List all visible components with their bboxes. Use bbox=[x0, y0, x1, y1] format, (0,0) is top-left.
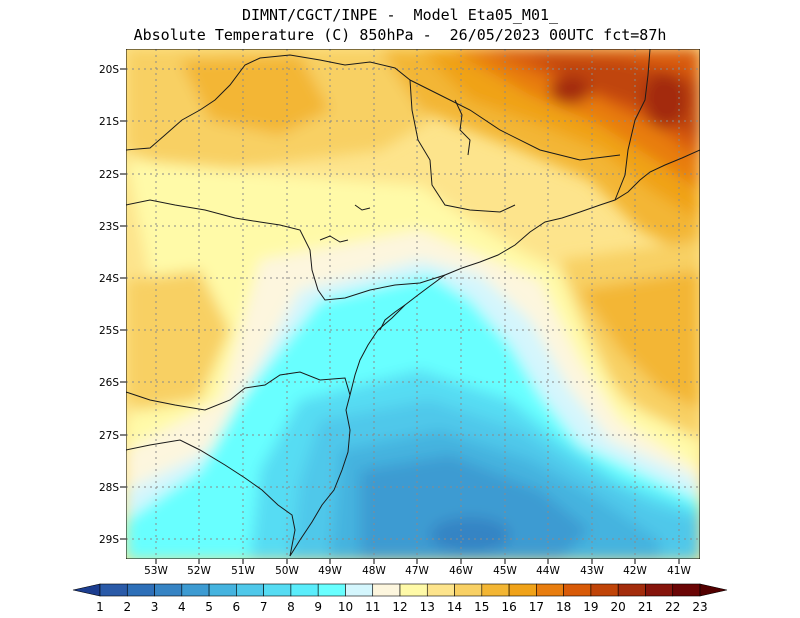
colorbar-label: 16 bbox=[501, 600, 516, 614]
colorbar-box bbox=[263, 583, 292, 597]
colorbar-box bbox=[208, 583, 237, 597]
colorbar-label: 14 bbox=[447, 600, 462, 614]
colorbar-boxes bbox=[72, 583, 728, 597]
colorbar-label: 11 bbox=[365, 600, 380, 614]
lon-label: 42W bbox=[623, 565, 647, 577]
lon-label: 43W bbox=[580, 565, 604, 577]
colorbar-box bbox=[481, 583, 510, 597]
colorbar-box bbox=[536, 583, 564, 597]
coastline-and-borders bbox=[126, 49, 700, 557]
colorbar-label: 9 bbox=[314, 600, 322, 614]
colorbar-label: 7 bbox=[260, 600, 268, 614]
colorbar-label: 23 bbox=[692, 600, 707, 614]
lat-label: 23S bbox=[99, 221, 119, 233]
colorbar-box bbox=[345, 583, 374, 597]
colorbar-arrow-low bbox=[72, 583, 101, 597]
colorbar-label: 5 bbox=[205, 600, 213, 614]
lon-label: 51W bbox=[231, 565, 255, 577]
colorbar-box bbox=[508, 583, 537, 597]
colorbar-box bbox=[99, 583, 128, 597]
title-line-2: Absolute Temperature (C) 850hPa - 26/05/… bbox=[133, 26, 667, 44]
colorbar-arrow-high bbox=[699, 583, 728, 597]
lon-label: 46W bbox=[449, 565, 473, 577]
colorbar-label: 3 bbox=[151, 600, 159, 614]
colorbar-box bbox=[399, 583, 428, 597]
lat-label: 25S bbox=[99, 325, 119, 337]
colorbar-label: 22 bbox=[665, 600, 680, 614]
lon-label: 41W bbox=[667, 565, 691, 577]
colorbar-label: 19 bbox=[583, 600, 598, 614]
colorbar-label: 12 bbox=[392, 600, 407, 614]
colorbar-label: 18 bbox=[556, 600, 571, 614]
colorbar-box bbox=[672, 583, 701, 597]
colorbar-label: 21 bbox=[638, 600, 653, 614]
colorbar-label: 6 bbox=[233, 600, 241, 614]
colorbar-label: 13 bbox=[420, 600, 435, 614]
lon-label: 49W bbox=[318, 565, 342, 577]
lat-label: 21S bbox=[99, 116, 119, 128]
colorbar-box bbox=[372, 583, 401, 597]
colorbar-label: 10 bbox=[338, 600, 353, 614]
lat-label: 27S bbox=[99, 430, 119, 442]
colorbar-box bbox=[290, 583, 319, 597]
colorbar-box bbox=[426, 583, 455, 597]
lat-label: 26S bbox=[99, 377, 119, 389]
colorbar-box bbox=[617, 583, 646, 597]
colorbar-box bbox=[126, 583, 155, 597]
colorbar-label: 17 bbox=[529, 600, 544, 614]
colorbar-label: 20 bbox=[611, 600, 626, 614]
lat-label: 22S bbox=[99, 169, 119, 181]
lon-label: 52W bbox=[187, 565, 211, 577]
temperature-field bbox=[126, 49, 700, 559]
colorbar-box bbox=[181, 583, 210, 597]
lat-label: 29S bbox=[99, 534, 119, 546]
colorbar-box bbox=[154, 583, 183, 597]
colorbar-box bbox=[563, 583, 592, 597]
lat-label: 20S bbox=[99, 64, 119, 76]
title-line-1: DIMNT/CGCT/INPE - Model Eta05_M01_ bbox=[241, 6, 559, 24]
colorbar-label: 4 bbox=[178, 600, 186, 614]
lon-label: 45W bbox=[493, 565, 517, 577]
colorbar-label: 15 bbox=[474, 600, 489, 614]
lon-label: 47W bbox=[405, 565, 429, 577]
colorbar-label: 8 bbox=[287, 600, 295, 614]
lon-label: 53W bbox=[144, 565, 168, 577]
colorbar-box bbox=[317, 583, 346, 597]
colorbar-label: 1 bbox=[96, 600, 104, 614]
colorbar-box bbox=[236, 583, 264, 597]
lon-label: 44W bbox=[536, 565, 560, 577]
lon-label: 50W bbox=[275, 565, 299, 577]
colorbar-box bbox=[590, 583, 619, 597]
lat-label: 24S bbox=[99, 273, 119, 285]
colorbar-labels: 1 2 3 4 5 6 7 8 9 10 11 12 13 14 15 16 17 18 19 20 21 22 23 bbox=[96, 600, 707, 614]
colorbar-box bbox=[645, 583, 674, 597]
colorbar-box bbox=[454, 583, 483, 597]
colorbar-label: 2 bbox=[123, 600, 131, 614]
lon-label: 48W bbox=[362, 565, 386, 577]
lat-label: 28S bbox=[99, 482, 119, 494]
